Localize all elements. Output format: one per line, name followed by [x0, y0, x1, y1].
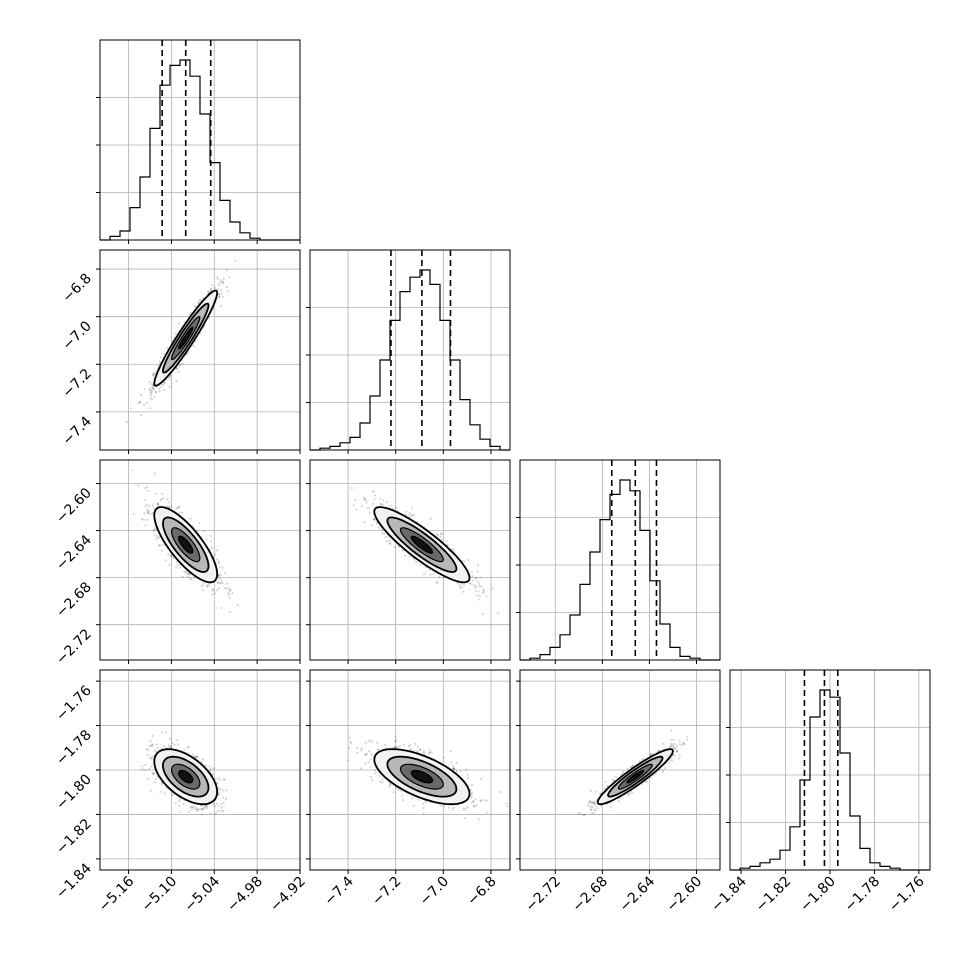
y-tick-label: −1.82 [53, 816, 95, 858]
y-tick-label: −2.72 [53, 626, 95, 668]
x-tick-label: −2.64 [617, 873, 659, 915]
y-tick-label: −2.68 [53, 579, 95, 621]
panel-frame [99, 249, 301, 451]
scatter-panel-3-1 [306, 669, 511, 871]
x-tick-label: −2.68 [570, 874, 612, 916]
density-contour-3 [626, 769, 645, 784]
y-tick-label: −1.78 [53, 727, 95, 769]
x-tick-label: −5.10 [139, 874, 181, 916]
histogram-0 [100, 59, 300, 241]
panel-frame [519, 669, 721, 871]
y-tick-label: −7.4 [59, 413, 94, 448]
y-tick-label: −1.76 [53, 683, 95, 725]
x-tick-label: −2.72 [522, 874, 564, 916]
x-tick-label: −4.98 [224, 874, 266, 916]
x-tick-label: −7.2 [369, 874, 404, 909]
scatter-panel-2-1 [306, 459, 511, 661]
hist-panel-3 [726, 669, 931, 871]
x-tick-label: −1.76 [886, 873, 928, 915]
panel-frame [309, 459, 511, 661]
density-contour-3 [177, 535, 194, 554]
x-tick-label: −2.60 [664, 874, 706, 916]
panel-frame [309, 249, 511, 451]
y-tick-label: −1.80 [53, 772, 95, 814]
panel-frame [99, 459, 301, 661]
scatter-panel-2-0 [96, 459, 301, 661]
x-tick-label: −1.78 [842, 874, 884, 916]
panel-frame [519, 459, 721, 661]
x-tick-label: −7.0 [417, 874, 452, 909]
histogram-1 [310, 269, 510, 451]
x-tick-label: −4.92 [267, 874, 309, 916]
scatter-panel-3-0 [96, 669, 301, 871]
density-contour-3 [177, 769, 194, 784]
panel-frame [99, 669, 301, 871]
x-tick-label: −5.04 [181, 873, 223, 915]
y-tick-label: −6.8 [59, 271, 94, 306]
x-tick-label: −5.16 [96, 873, 138, 915]
scatter-panel-3-2 [516, 669, 721, 871]
y-tick-label: −7.0 [59, 318, 94, 353]
scatter-panel-1-0 [96, 249, 301, 451]
hist-panel-1 [306, 249, 511, 451]
density-contour-3 [177, 326, 194, 350]
y-tick-label: −2.60 [53, 485, 95, 527]
x-tick-label: −6.8 [464, 874, 499, 909]
y-tick-label: −1.84 [53, 860, 95, 902]
density-contour-3 [410, 535, 434, 554]
x-tick-label: −1.84 [708, 873, 750, 915]
density-contour-3 [410, 769, 434, 784]
hist-panel-2 [516, 459, 721, 661]
y-tick-label: −7.2 [59, 366, 94, 401]
x-tick-label: −7.4 [322, 873, 357, 908]
panel-frame [309, 669, 511, 871]
panel-frame [99, 39, 301, 241]
hist-panel-0 [96, 39, 301, 241]
x-tick-label: −1.82 [753, 874, 795, 916]
y-tick-label: −2.64 [53, 532, 95, 574]
histogram-2 [520, 479, 720, 661]
x-tick-label: −1.80 [797, 874, 839, 916]
